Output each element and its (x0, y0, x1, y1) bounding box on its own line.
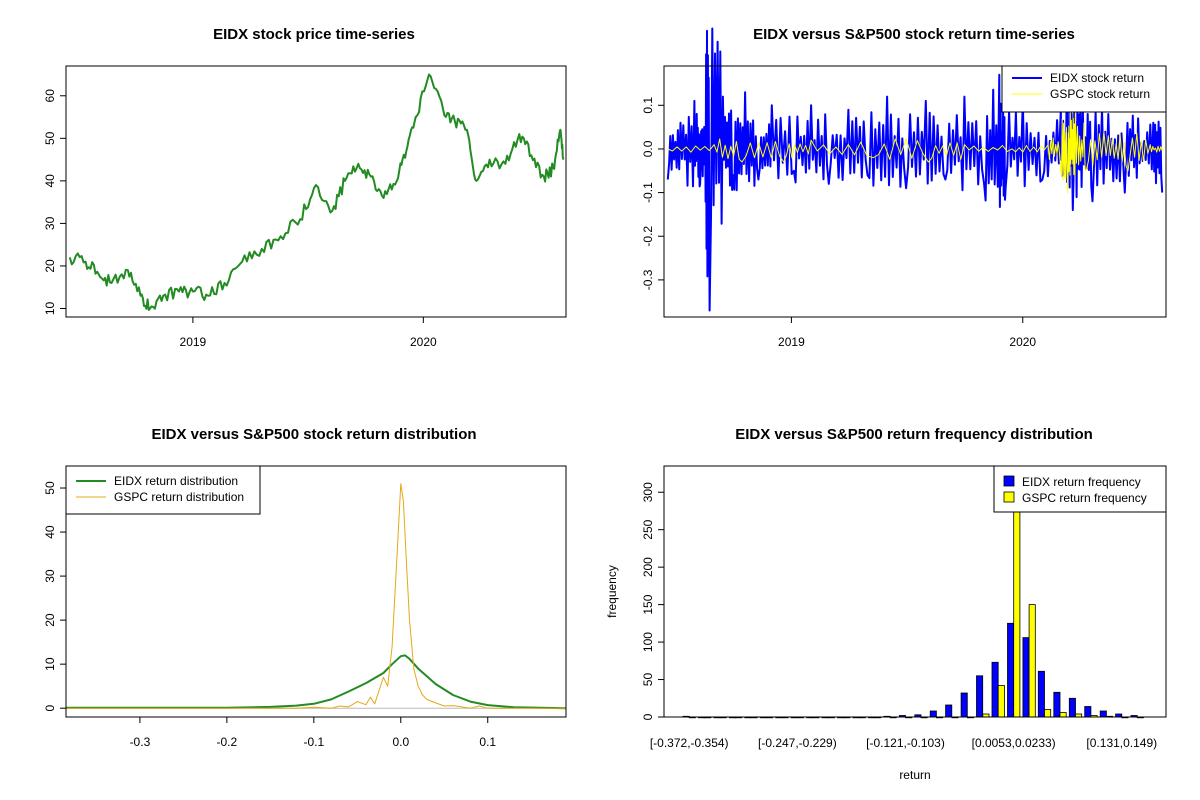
y-tick-label: 0.0 (641, 140, 655, 157)
x-category-label: [0.0053,0.0233) (972, 736, 1056, 750)
legend-swatch (1003, 491, 1015, 503)
gspc-frequency-bar (1028, 604, 1036, 718)
y-axis-label: frequency (605, 565, 619, 618)
eidx-price-line (68, 73, 565, 311)
eidx-frequency-bar (1022, 637, 1030, 718)
legend-box-2 (1001, 65, 1167, 113)
y-tick-label: 30 (43, 569, 57, 583)
x-tick-label: -0.3 (130, 735, 151, 749)
y-tick-label: 30 (43, 216, 57, 230)
plot-frame-4 (663, 465, 1167, 718)
eidx-frequency-bar (1037, 670, 1045, 718)
eidx-frequency-bar (1099, 710, 1107, 718)
eidx-frequency-bar (929, 710, 937, 718)
x-tick-label: 2019 (778, 335, 805, 349)
y-tick-label: 0.1 (641, 97, 655, 114)
chart-title-3: EIDX versus S&P500 stock return distribu… (151, 426, 476, 443)
y-tick-label: 0 (641, 713, 655, 720)
x-category-label: [-0.247,-0.229) (758, 736, 837, 750)
chart-title-4: EIDX versus S&P500 return frequency dist… (735, 426, 1093, 443)
gspc-frequency-bar (1013, 476, 1021, 718)
eidx-frequency-bar (991, 661, 999, 718)
y-tick-label: 50 (43, 481, 57, 495)
y-tick-label: 150 (641, 594, 655, 614)
gspc-return-line (667, 109, 1164, 194)
chart-title-2: EIDX versus S&P500 stock return time-ser… (753, 26, 1075, 43)
eidx-return-line (666, 27, 1164, 312)
legend-swatch (1003, 475, 1015, 487)
y-tick-label: 300 (641, 482, 655, 502)
plot-frame-1 (65, 65, 567, 318)
x-category-label: [-0.372,-0.354) (650, 736, 729, 750)
x-tick-label: -0.1 (303, 735, 324, 749)
eidx-frequency-bar (1084, 706, 1092, 718)
plot-frame-3 (65, 465, 567, 718)
legend-box-3 (65, 465, 261, 515)
x-tick-label: 2020 (1009, 335, 1036, 349)
x-tick-label: 2019 (180, 335, 207, 349)
y-tick-label: 50 (43, 131, 57, 145)
chart-title-1: EIDX stock price time-series (213, 26, 415, 43)
plot-frame-2 (663, 65, 1167, 318)
x-tick-label: 2020 (410, 335, 437, 349)
y-tick-label: -0.1 (641, 182, 655, 203)
legend-entry: GSPC stock return (1050, 87, 1150, 101)
x-tick-label: 0.1 (479, 735, 496, 749)
y-tick-label: 40 (43, 174, 57, 188)
legend-entry: GSPC return frequency (1022, 491, 1147, 505)
y-tick-label: 100 (641, 632, 655, 652)
eidx-frequency-bar (1053, 691, 1061, 718)
x-tick-label: 0.0 (392, 735, 409, 749)
eidx-frequency-bar (1007, 622, 1015, 718)
y-tick-label: 10 (43, 301, 57, 315)
legend-box-4 (993, 465, 1167, 513)
legend-entry: GSPC return distribution (114, 490, 244, 504)
y-tick-label: 50 (641, 673, 655, 687)
x-axis-label: return (899, 768, 930, 782)
y-tick-label: 10 (43, 657, 57, 671)
gspc-frequency-bar (1059, 712, 1067, 718)
legend-entry: EIDX return distribution (114, 474, 238, 488)
x-category-label: [0.131,0.149) (1086, 736, 1157, 750)
y-tick-label: 20 (43, 613, 57, 627)
eidx-frequency-bar (976, 675, 984, 718)
y-tick-label: -0.2 (641, 226, 655, 247)
y-tick-label: 60 (43, 89, 57, 103)
y-tick-label: 200 (641, 557, 655, 577)
legend-entry: EIDX stock return (1050, 71, 1144, 85)
gspc-density-line (66, 483, 566, 709)
legend-entry: EIDX return frequency (1022, 475, 1141, 489)
y-tick-label: 250 (641, 519, 655, 539)
y-tick-label: 40 (43, 525, 57, 539)
gspc-frequency-bar (997, 685, 1005, 718)
y-tick-label: 20 (43, 259, 57, 273)
x-category-label: [-0.121,-0.103) (866, 736, 945, 750)
x-tick-label: -0.2 (217, 735, 238, 749)
eidx-frequency-bar (945, 704, 953, 718)
eidx-density-line (66, 654, 567, 710)
eidx-frequency-bar (1068, 697, 1076, 718)
gspc-frequency-bar (1044, 709, 1052, 718)
y-tick-label: 0 (43, 705, 57, 712)
y-tick-label: -0.3 (641, 269, 655, 290)
eidx-frequency-bar (960, 692, 968, 718)
